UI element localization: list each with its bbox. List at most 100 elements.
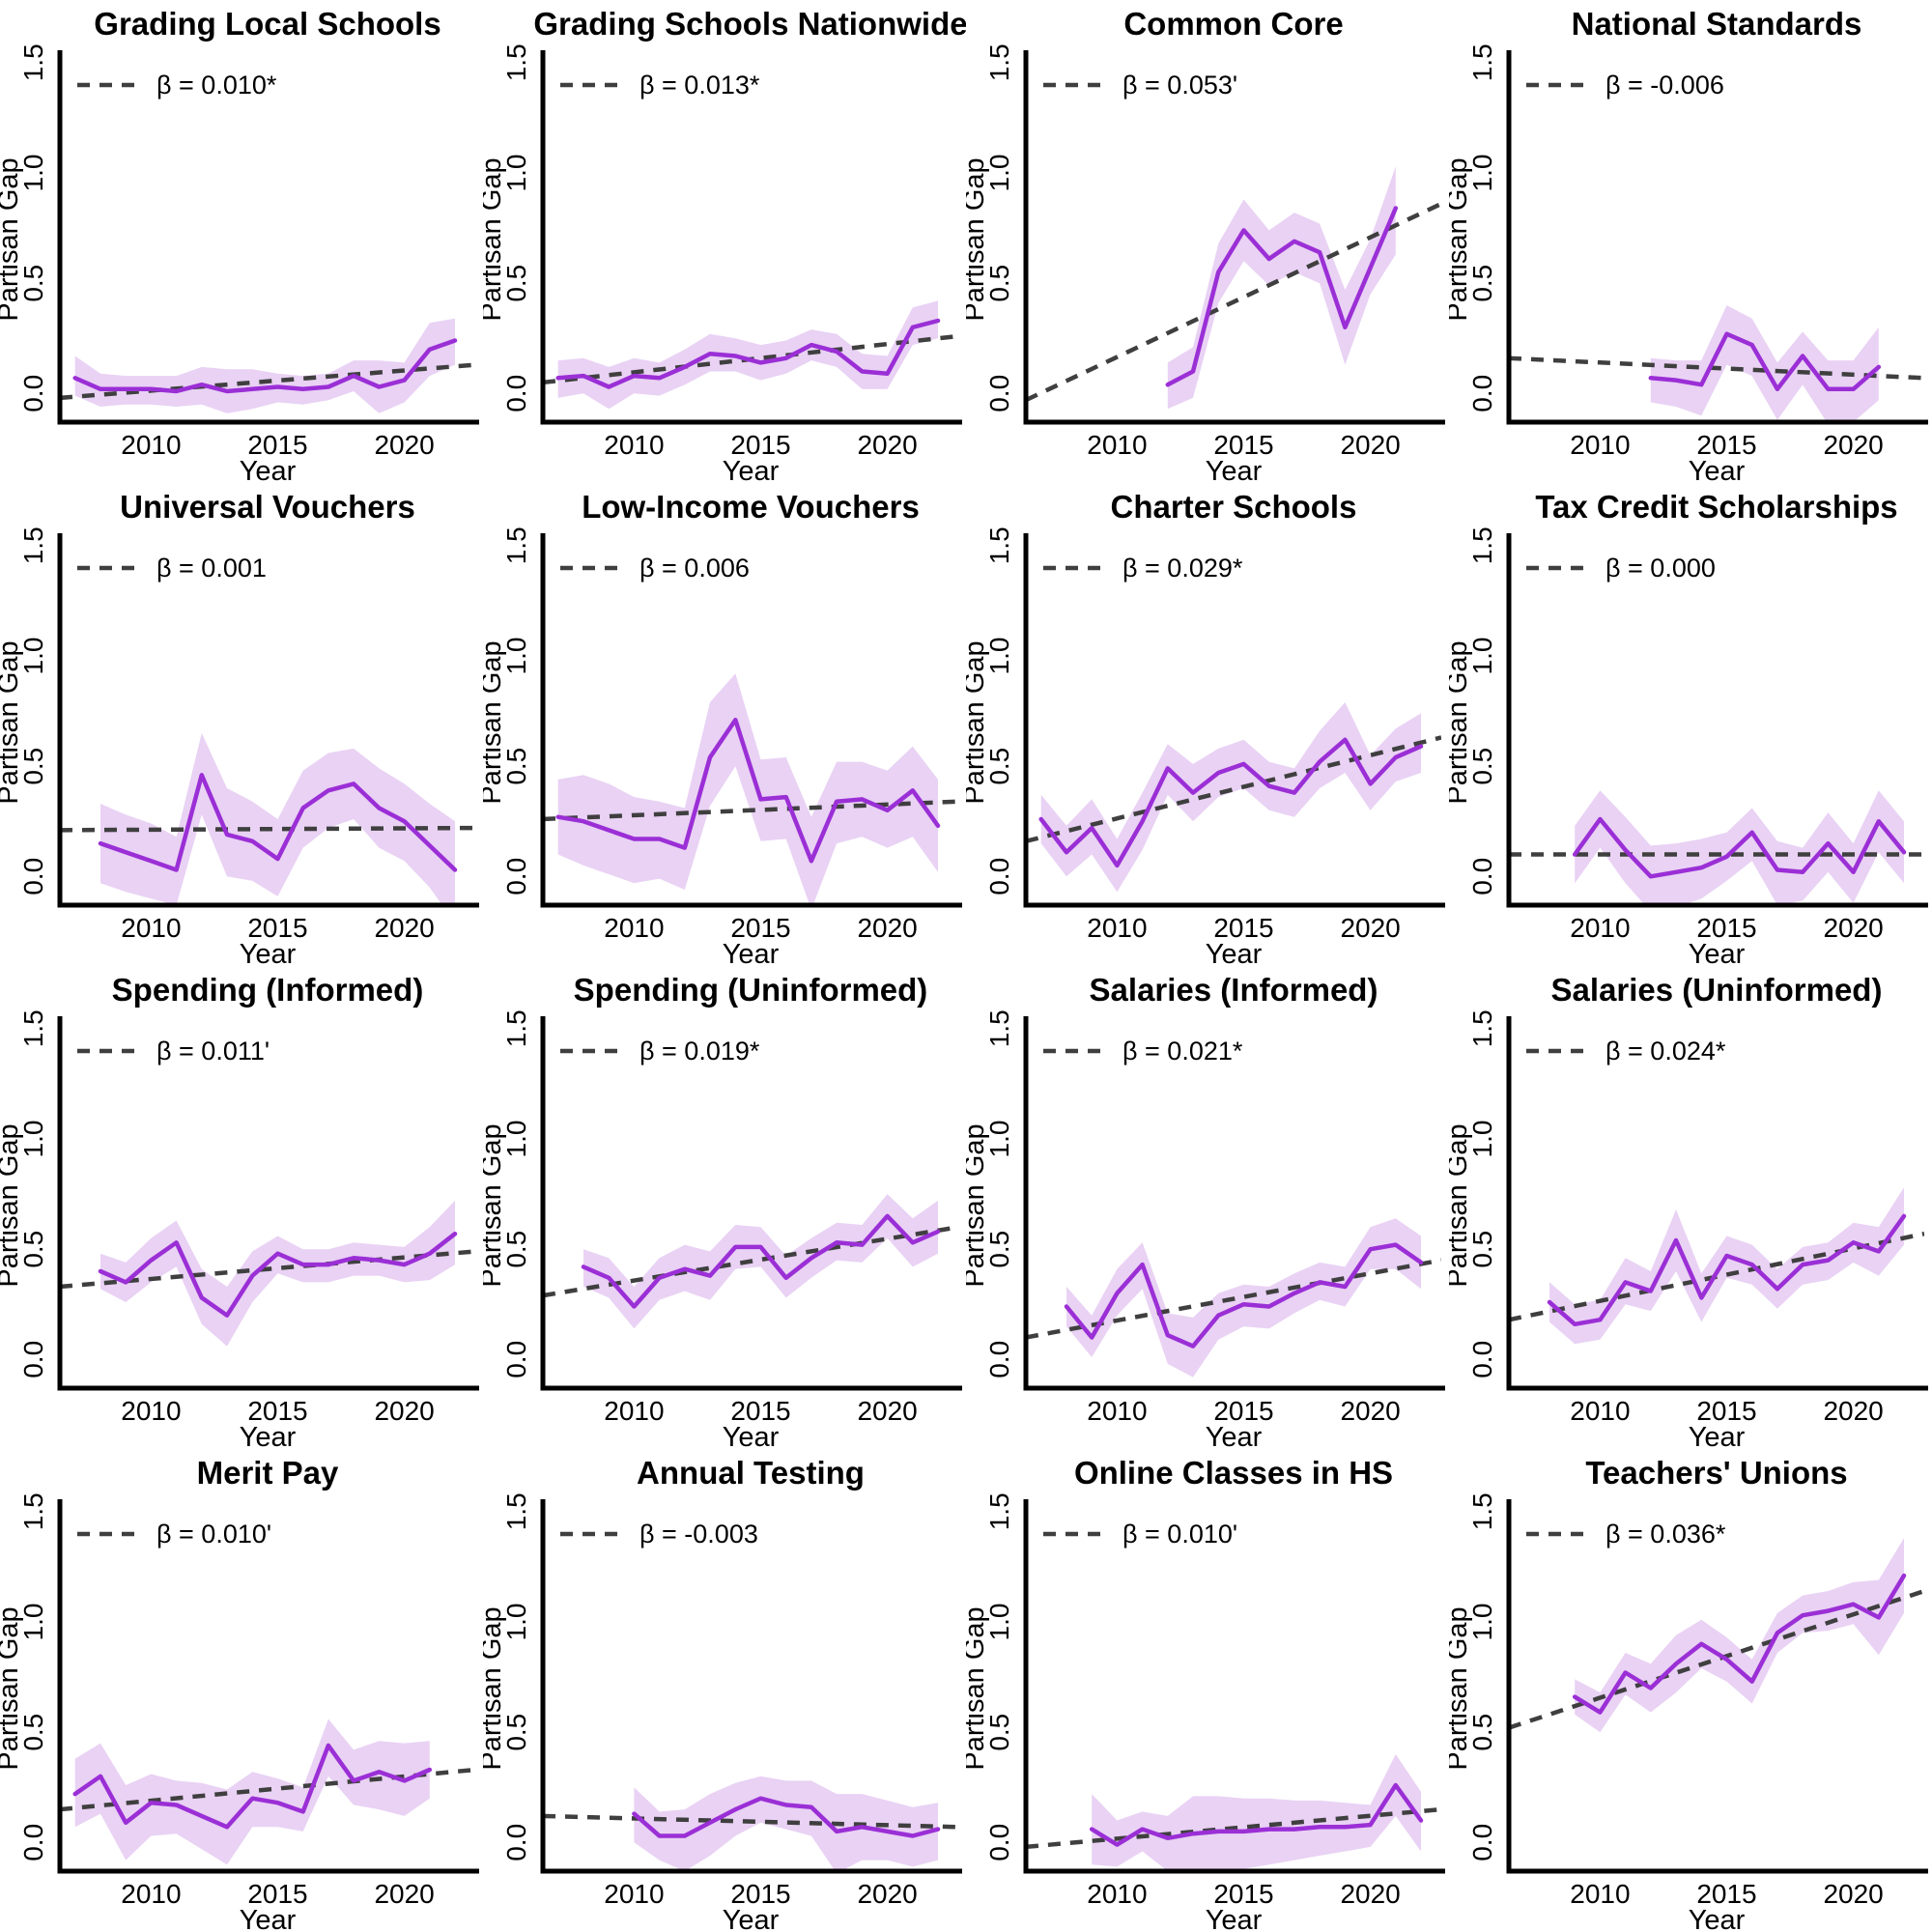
y-tick-label: 1.5 [984,1009,1014,1047]
x-tick-label: 2015 [1696,430,1756,460]
x-tick-label: 2015 [1213,1879,1273,1909]
y-tick-label: 1.0 [984,638,1014,675]
y-axis-label: Partisan Gap [1449,1606,1473,1770]
x-tick-label: 2020 [857,913,917,943]
y-tick-label: 0.5 [1467,265,1497,302]
facet-panel: 0.0 0.5 1.0 1.5 2010 2015 2020 Partisan Gap Year… [483,966,966,1449]
facet-panel: 0.0 0.5 1.0 1.5 2010 2015 2020 Partisan Gap Year… [483,0,966,483]
x-tick-label: 2020 [857,1396,917,1426]
panel-title: Merit Pay [197,1455,339,1491]
x-axis-label: Year [1689,939,1746,966]
y-tick-label: 0.5 [18,748,48,785]
panel-title: Salaries (Informed) [1090,972,1378,1008]
panel-title: Charter Schools [1111,489,1357,525]
y-axis-label: Partisan Gap [483,640,507,804]
x-axis-label: Year [1689,1905,1746,1932]
y-tick-label: 1.5 [18,1009,48,1047]
y-tick-label: 0.0 [18,1341,48,1378]
x-tick-label: 2010 [604,913,664,943]
panel-title: Online Classes in HS [1074,1455,1393,1491]
y-tick-label: 0.5 [984,748,1014,785]
x-tick-label: 2015 [1213,430,1273,460]
y-tick-label: 1.5 [501,1009,531,1047]
y-axis-label: Partisan Gap [483,157,507,321]
x-axis-label: Year [1206,1905,1263,1932]
confidence-band [557,673,938,907]
facet-panel: 0.0 0.5 1.0 1.5 2010 2015 2020 Partisan Gap Year… [1449,483,1932,966]
beta-label: β = 0.010' [1122,1520,1237,1548]
beta-label: β = -0.006 [1605,71,1724,99]
confidence-band [74,1719,430,1865]
facet-panel: 0.0 0.5 1.0 1.5 2010 2015 2020 Partisan Gap Year… [966,483,1449,966]
x-axis-label: Year [240,1422,297,1449]
partisan-gap-line [581,1213,941,1309]
x-axis-label: Year [240,456,297,483]
chart-svg: 0.0 0.5 1.0 1.5 2010 2015 2020 Partisan Gap Year… [0,6,479,483]
y-tick-label: 0.0 [1467,1824,1497,1861]
y-tick-label: 0.5 [501,748,531,785]
chart-svg: 0.0 0.5 1.0 1.5 2010 2015 2020 Partisan Gap Year… [966,972,1445,1449]
regression-trend-line [544,1813,958,1830]
beta-label: β = 0.036* [1605,1520,1726,1548]
chart-svg: 0.0 0.5 1.0 1.5 2010 2015 2020 Partisan Gap Year… [966,1455,1445,1932]
chart-svg: 0.0 0.5 1.0 1.5 2010 2015 2020 Partisan Gap Year… [483,1455,962,1932]
x-axis-label: Year [1206,1422,1263,1449]
chart-svg: 0.0 0.5 1.0 1.5 2010 2015 2020 Partisan Gap Year… [1449,972,1928,1449]
facet-panel: 0.0 0.5 1.0 1.5 2010 2015 2020 Partisan Gap Year… [0,1449,483,1932]
y-axis-label: Partisan Gap [0,157,24,321]
y-tick-label: 0.0 [984,1824,1014,1861]
panel-title: Universal Vouchers [120,489,415,525]
x-tick-label: 2010 [604,1396,664,1426]
y-tick-label: 1.0 [18,1604,48,1641]
partisan-gap-line [1165,206,1399,387]
facet-panel: 0.0 0.5 1.0 1.5 2010 2015 2020 Partisan Gap Year… [1449,1449,1932,1932]
regression-trend-line [61,1767,475,1812]
regression-trend-line [1027,1806,1441,1850]
x-tick-label: 2020 [374,1396,434,1426]
x-tick-label: 2015 [1213,1396,1273,1426]
facet-panel: 0.0 0.5 1.0 1.5 2010 2015 2020 Partisan Gap Year… [966,966,1449,1449]
y-tick-label: 1.0 [501,155,531,192]
y-tick-label: 1.5 [501,1492,531,1530]
chart-svg: 0.0 0.5 1.0 1.5 2010 2015 2020 Partisan Gap Year… [483,972,962,1449]
x-tick-label: 2015 [730,1879,790,1909]
y-tick-label: 1.5 [18,526,48,564]
facet-panel: 0.0 0.5 1.0 1.5 2010 2015 2020 Partisan Gap Year… [966,0,1449,483]
y-tick-label: 0.0 [18,1824,48,1861]
x-axis-label: Year [723,1422,780,1449]
facet-panel: 0.0 0.5 1.0 1.5 2010 2015 2020 Partisan Gap Year… [1449,966,1932,1449]
x-tick-label: 2015 [247,1396,307,1426]
partisan-gap-line [98,773,458,872]
y-tick-label: 0.5 [984,265,1014,302]
x-tick-label: 2020 [374,1879,434,1909]
confidence-band [1549,1187,1904,1345]
x-tick-label: 2020 [1823,1396,1883,1426]
confidence-band [557,300,938,410]
y-tick-label: 0.5 [18,265,48,302]
panel-title: Teachers' Unions [1585,1455,1847,1491]
beta-label: β = 0.011' [156,1037,270,1065]
y-axis-label: Partisan Gap [0,1606,24,1770]
x-tick-label: 2020 [857,1879,917,1909]
x-axis-label: Year [1206,456,1263,483]
x-axis-label: Year [240,939,297,966]
confidence-band [100,732,455,907]
partisan-gap-line [1572,816,1907,879]
y-tick-label: 0.0 [18,375,48,412]
partisan-gap-line [1572,1573,1907,1715]
regression-trend-line [1510,1588,1924,1730]
y-tick-label: 1.5 [501,43,531,81]
confidence-band [1575,790,1904,907]
regression-trend-line [1027,1258,1441,1340]
confidence-band [100,1200,455,1347]
regression-trend-line [1027,201,1441,403]
x-axis-label: Year [240,1905,297,1932]
x-tick-label: 2010 [121,913,181,943]
x-tick-label: 2010 [1570,913,1630,943]
x-tick-label: 2015 [1696,913,1756,943]
y-tick-label: 0.5 [1467,1231,1497,1268]
facet-panel: 0.0 0.5 1.0 1.5 2010 2015 2020 Partisan Gap Year… [483,1449,966,1932]
panel-title: Common Core [1123,6,1343,42]
beta-label: β = 0.021* [1122,1037,1243,1065]
regression-trend-line [61,362,475,401]
